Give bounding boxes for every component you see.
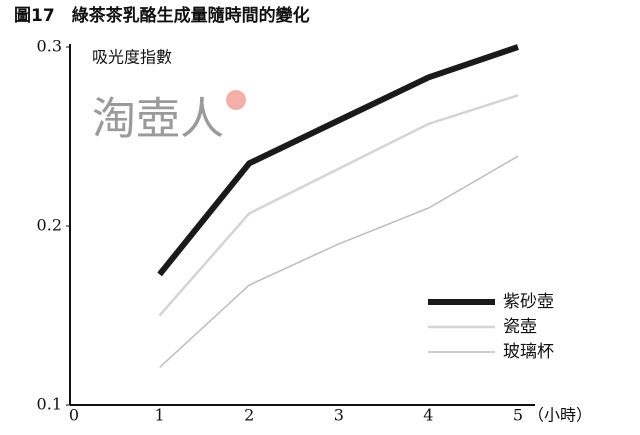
x-tick-label: 5: [513, 406, 523, 425]
x-tick-label: 4: [423, 406, 433, 425]
legend-label: 玻璃杯: [503, 342, 554, 362]
y-tick-label: 0.3: [37, 37, 62, 56]
legend-label: 紫砂壺: [503, 292, 554, 312]
series-line: [157, 44, 519, 277]
x-tick-label: 3: [334, 406, 344, 425]
x-tick-label: 2: [244, 406, 254, 425]
series-line: [159, 155, 519, 368]
x-unit-label: （小時）: [528, 406, 592, 425]
x-tick-label: 0: [69, 406, 79, 425]
series-line: [158, 94, 519, 317]
watermark: 淘壺人: [92, 94, 224, 145]
chart-title: 圖17 綠茶茶乳酪生成量隨時間的變化: [14, 5, 310, 26]
x-tick-label: 1: [155, 406, 165, 425]
y-tick-label: 0.2: [37, 216, 62, 235]
y-axis-label: 吸光度指數: [92, 48, 172, 67]
legend-label: 瓷壺: [503, 317, 537, 337]
seal: [226, 90, 246, 110]
y-tick-label: 0.1: [37, 395, 62, 414]
